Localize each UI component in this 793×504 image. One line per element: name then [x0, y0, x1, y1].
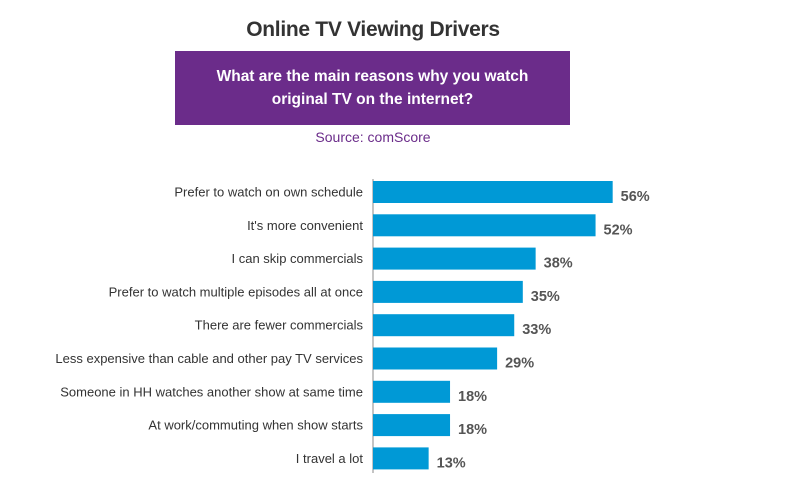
category-label: Prefer to watch multiple episodes all at… [109, 284, 363, 299]
value-label: 56% [621, 189, 650, 205]
category-label: There are fewer commercials [195, 318, 364, 333]
value-label: 38% [544, 256, 573, 272]
value-label: 33% [522, 322, 551, 338]
bar [373, 414, 451, 437]
value-label: 29% [505, 356, 534, 372]
category-label: It's more convenient [247, 218, 363, 233]
value-label: 18% [458, 422, 487, 438]
bar [373, 380, 451, 403]
chart-title: Online TV Viewing Drivers [246, 18, 500, 41]
category-label: I travel a lot [296, 451, 364, 466]
bar [373, 347, 498, 370]
value-label: 52% [604, 222, 633, 238]
category-label: I can skip commercials [232, 251, 364, 266]
bar [373, 181, 613, 203]
bar [373, 214, 596, 237]
category-label: Prefer to watch on own schedule [174, 185, 363, 200]
chart-subtitle: What are the main reasons why you watch … [216, 68, 529, 108]
question-box: What are the main reasons why you watch … [175, 51, 570, 125]
value-label: 18% [458, 389, 487, 405]
value-label: 35% [531, 289, 560, 305]
bar [373, 247, 536, 270]
category-label: At work/commuting when show starts [148, 418, 363, 433]
bar [373, 280, 523, 303]
category-label: Someone in HH watches another show at sa… [60, 384, 363, 399]
value-label: 13% [437, 455, 466, 471]
bar [373, 314, 515, 337]
category-label: Less expensive than cable and other pay … [55, 351, 363, 366]
bar [373, 447, 429, 470]
source-note: Source: comScore [315, 129, 431, 145]
